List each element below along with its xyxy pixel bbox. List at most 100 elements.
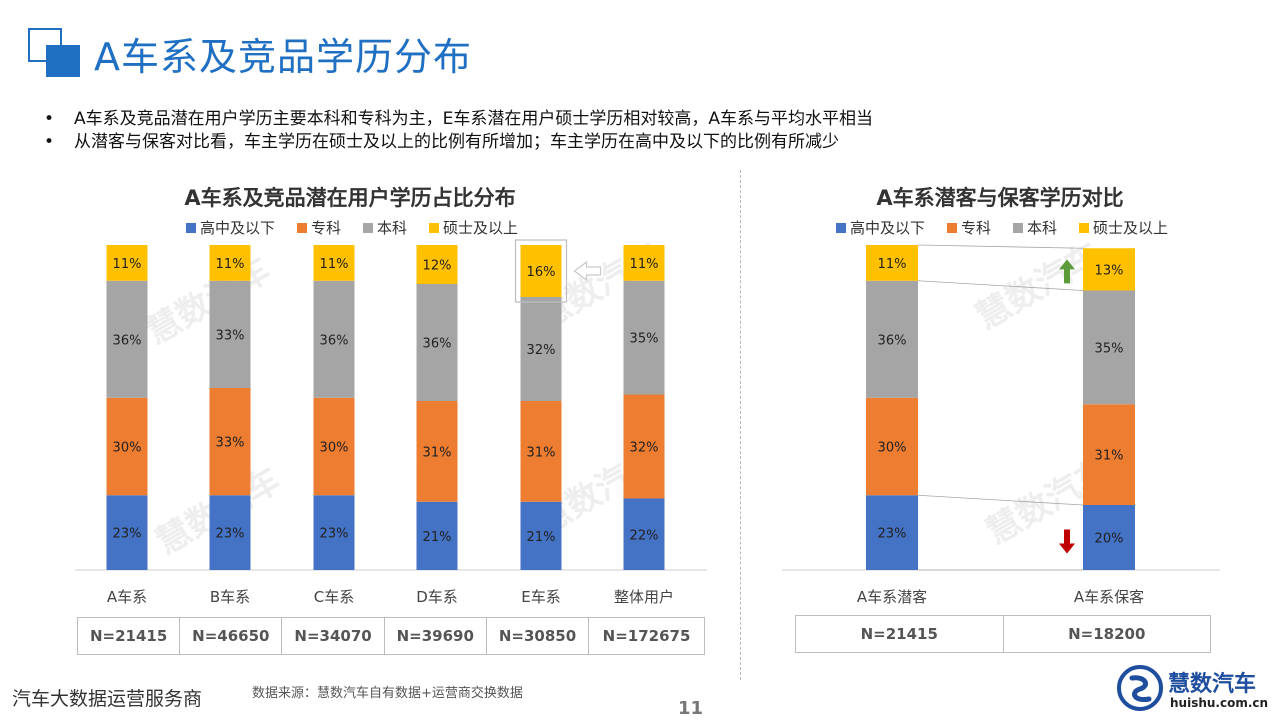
bullet-item: • A车系及竞品潜在用户学历主要本科和专科为主，E车系潜在用户硕士学历相对较高，A… (44, 108, 873, 131)
data-label: 11% (216, 257, 245, 272)
connector-line (917, 244, 1084, 249)
bar-segment (1083, 505, 1135, 570)
data-label: 36% (320, 333, 349, 348)
legend-item: 硕士及以上 (1079, 217, 1168, 238)
category-tick-label: D车系 (416, 588, 458, 606)
data-label: 23% (320, 527, 349, 542)
legend-label: 专科 (961, 219, 992, 237)
bar-segment (1083, 404, 1135, 505)
category-tick-label: 整体用户 (614, 588, 674, 606)
data-label: 36% (423, 337, 452, 352)
legend-label: 专科 (311, 219, 342, 237)
page-title: A车系及竞品学历分布 (94, 35, 472, 79)
bar-segment (520, 297, 562, 401)
bar-segment (623, 498, 665, 570)
bullet-text: 从潜客与保客对比看，车主学历在硕士及以上的比例有所增加；车主学历在高中及以下的比… (74, 132, 839, 152)
legend-swatch (947, 222, 958, 233)
bar-segment (623, 245, 665, 281)
data-label: 21% (527, 530, 556, 545)
legend-swatch (186, 222, 196, 233)
connector-line (917, 494, 1084, 506)
data-label: 36% (878, 333, 907, 348)
legend-item: 专科 (297, 217, 341, 238)
bar-segment (313, 397, 355, 496)
legend-label: 高中及以下 (200, 219, 276, 237)
legend-item: 高中及以下 (836, 217, 925, 238)
chart-legend-prospect-vs-owner: 高中及以下 专科 本科 硕士及以上 (836, 217, 1168, 238)
footer-tagline: 汽车大数据运营服务商 (12, 688, 203, 710)
sample-size-cell: N=21415 (795, 615, 1004, 653)
legend-label: 硕士及以上 (443, 219, 519, 237)
category-tick-label: A车系 (107, 588, 147, 606)
bar-segment (313, 495, 355, 570)
data-label: 30% (113, 441, 142, 456)
data-label: 35% (1095, 341, 1124, 356)
legend-label: 本科 (1027, 219, 1058, 237)
sample-size-cell: N=21415 (76, 617, 181, 655)
bar-segment (1083, 290, 1135, 405)
bar-segment (106, 397, 148, 496)
sample-size-cell: N=34070 (281, 617, 385, 655)
data-label: 33% (216, 436, 245, 451)
category-tick-label: A车系保客 (1074, 588, 1144, 606)
chart-title-competitors: A车系及竞品潜在用户学历占比分布 (184, 186, 516, 210)
section-divider (740, 170, 741, 680)
bar-segment (623, 280, 665, 395)
bar-segment (416, 245, 458, 284)
up-arrow-icon (1059, 259, 1075, 284)
bar-segment (520, 401, 562, 502)
data-label: 22% (630, 528, 659, 543)
data-label: 21% (423, 530, 452, 545)
data-label: 30% (320, 441, 349, 456)
bar-segment (866, 397, 918, 496)
data-label: 31% (1095, 449, 1124, 464)
bar-segment (520, 245, 562, 297)
bar-segment (106, 245, 148, 281)
sample-size-cell: N=30850 (485, 617, 590, 655)
bar-segment (416, 401, 458, 502)
sample-size-table-competitors: N=21415 N=46650 N=34070 N=39690 N=30850 N=172… (76, 617, 705, 655)
legend-swatch (297, 222, 308, 233)
stacked-bar-chart-competitors: 慧数汽车慧数汽车慧数汽车慧数汽车23%30%36%11%A车系23%33%33%… (75, 235, 707, 606)
bar-segment (623, 394, 665, 499)
header-logo-filled-square (46, 45, 80, 77)
data-label: 35% (630, 332, 659, 347)
connector-line (917, 280, 1084, 291)
sample-size-cell: N=39690 (383, 617, 487, 655)
bar-segment (520, 501, 562, 570)
legend-label: 高中及以下 (850, 219, 926, 237)
data-label: 36% (113, 333, 142, 348)
legend-swatch (836, 222, 846, 233)
legend-item: 本科 (1013, 217, 1057, 238)
data-label: 11% (320, 257, 349, 272)
data-label: 23% (216, 527, 245, 542)
bullet-list: • A车系及竞品潜在用户学历主要本科和专科为主，E车系潜在用户硕士学历相对较高，A… (44, 108, 873, 154)
data-source-note: 数据来源：慧数汽车自有数据+运营商交换数据 (252, 686, 523, 701)
legend-item: 本科 (363, 217, 407, 238)
data-label: 32% (527, 343, 556, 358)
bar-segment (313, 245, 355, 281)
bullet-item: • 从潜客与保客对比看，车主学历在硕士及以上的比例有所增加；车主学历在高中及以下的… (44, 131, 873, 154)
legend-swatch (1013, 222, 1024, 233)
down-arrow-icon (1059, 529, 1075, 554)
bullet-text: A车系及竞品潜在用户学历主要本科和专科为主，E车系潜在用户硕士学历相对较高，A车… (74, 109, 873, 129)
data-label: 33% (216, 328, 245, 343)
bar-segment (106, 280, 148, 398)
bar-segment (866, 280, 918, 398)
legend-label: 本科 (377, 219, 408, 237)
data-label: 23% (113, 527, 142, 542)
bar-segment (209, 280, 251, 388)
chart-title-prospect-vs-owner: A车系潜客与保客学历对比 (876, 186, 1124, 210)
data-label: 31% (423, 445, 452, 460)
data-label: 32% (630, 441, 659, 456)
highlight-box (514, 239, 568, 303)
legend-swatch (429, 222, 440, 233)
chart-legend-competitors: 高中及以下 专科 本科 硕士及以上 (186, 217, 518, 238)
legend-swatch (1079, 222, 1090, 233)
data-label: 20% (1095, 532, 1124, 547)
bar-segment (866, 495, 918, 570)
legend-label: 硕士及以上 (1093, 219, 1169, 237)
bar-segment (416, 284, 458, 401)
brand-name: 慧数汽车 (1168, 672, 1257, 697)
brand-logo-icon (1117, 665, 1163, 711)
